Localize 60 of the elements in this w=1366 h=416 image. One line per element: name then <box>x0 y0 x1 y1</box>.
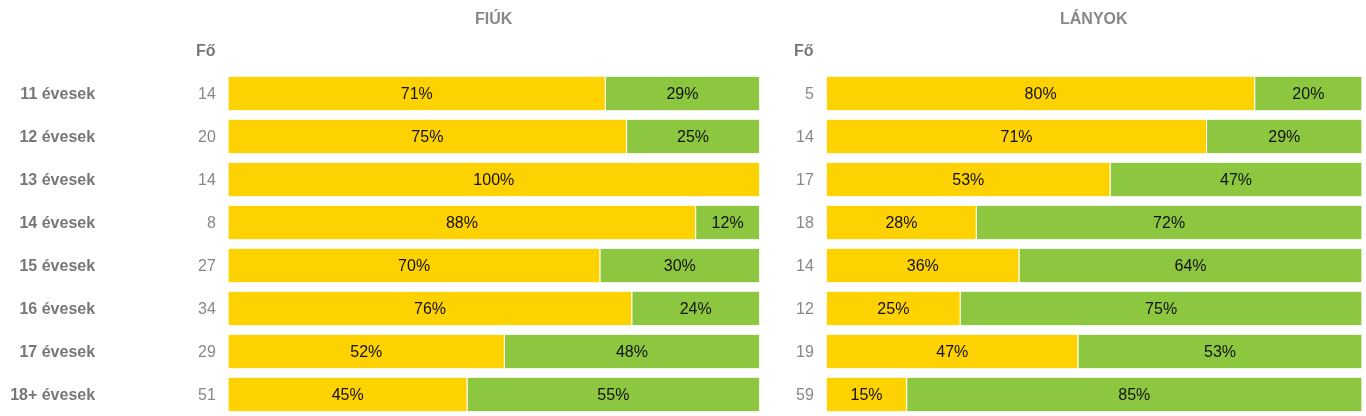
data-label: 20% <box>1292 85 1325 102</box>
text: Fő <box>196 42 216 59</box>
chart-title: LÁNYOK <box>1060 9 1128 27</box>
text: 14 <box>796 257 814 274</box>
text: Fő <box>794 42 814 59</box>
data-label: 55% <box>597 386 630 403</box>
data-label: 25% <box>677 128 710 145</box>
text: 34 <box>198 300 216 317</box>
y-tick-label: 15 évesek <box>19 257 96 275</box>
data-label: 53% <box>952 171 985 188</box>
y-tick-label: 12 évesek <box>19 128 96 146</box>
text: 14 <box>796 128 814 145</box>
data-label: 100% <box>473 171 515 188</box>
data-label: 71% <box>400 85 433 102</box>
data-label: 71% <box>1000 128 1033 145</box>
text: 51 <box>198 386 216 403</box>
text: 59 <box>796 386 814 403</box>
data-label: 47% <box>936 343 969 360</box>
data-label: 52% <box>350 343 383 360</box>
text: 20 <box>198 128 216 145</box>
data-label: 80% <box>1024 85 1057 102</box>
text: 14 <box>198 171 216 188</box>
data-label: 29% <box>1268 128 1301 145</box>
data-label: 64% <box>1174 257 1207 274</box>
text: 19 <box>796 343 814 360</box>
data-label: 29% <box>666 85 699 102</box>
data-label: 85% <box>1118 386 1151 403</box>
data-label: 88% <box>445 214 478 231</box>
data-label: 53% <box>1203 343 1237 360</box>
data-label: 25% <box>877 300 910 317</box>
text: 17 <box>796 171 814 188</box>
data-label: 47% <box>1220 171 1253 188</box>
data-label: 12% <box>711 214 744 231</box>
data-label: 30% <box>663 257 696 274</box>
text: 18 <box>796 214 814 231</box>
data-label: 72% <box>1153 214 1186 231</box>
text: 12 <box>796 300 814 317</box>
data-label: 75% <box>411 128 444 145</box>
text: 5 <box>805 85 814 102</box>
data-label: 36% <box>906 257 939 274</box>
data-label: 24% <box>679 300 712 317</box>
data-label: 48% <box>615 343 648 360</box>
text: 29 <box>198 343 216 360</box>
data-label: 75% <box>1145 300 1178 317</box>
text: 14 <box>198 85 216 102</box>
text: 8 <box>207 214 216 231</box>
y-tick-label: 16 évesek <box>19 300 96 318</box>
data-label: 15% <box>850 386 883 403</box>
data-label: 45% <box>331 386 364 403</box>
y-tick-label: 18+ évesek <box>10 386 96 404</box>
data-label: 28% <box>885 214 918 231</box>
text: 27 <box>198 257 216 274</box>
y-tick-label: 11 évesek <box>20 85 96 103</box>
y-tick-label: 13 évesek <box>19 171 96 189</box>
y-tick-label: 14 évesek <box>19 214 96 232</box>
y-tick-label: 17 évesek <box>19 343 96 361</box>
bar <box>228 161 760 198</box>
data-label: 76% <box>414 300 447 317</box>
chart-title: FIÚK <box>475 9 513 27</box>
data-label: 70% <box>398 257 431 274</box>
